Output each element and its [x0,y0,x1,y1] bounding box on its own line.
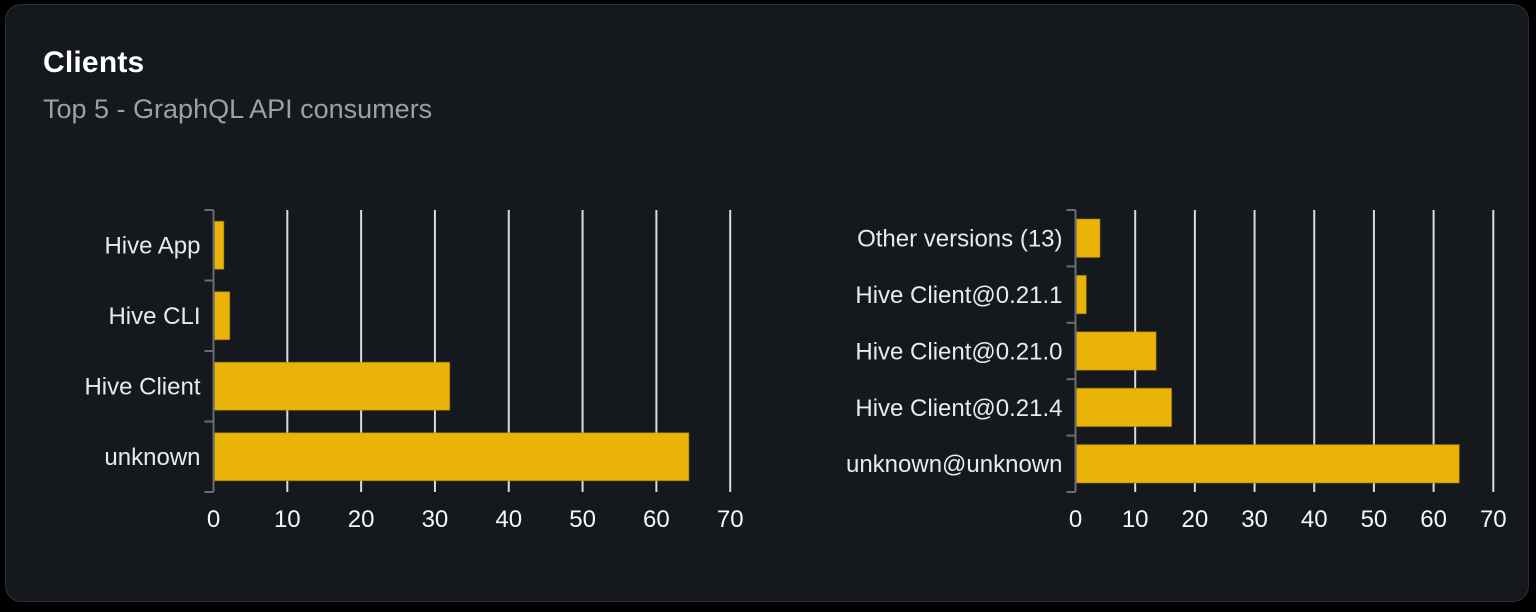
bar-hive-client-0.21.4[interactable] [1076,387,1173,428]
category-label: Hive App [104,233,200,260]
panel-subtitle: Top 5 - GraphQL API consumers [43,94,433,124]
bar-other-versions-13-[interactable] [1076,218,1101,258]
category-label: Hive Client@0.21.4 [855,395,1062,422]
clients-panel [5,4,1529,602]
client-versions-bar-chart: Other versions (13) Hive Client@0.21.1 Hiv… [846,209,1507,533]
bar-hive-cli[interactable] [214,291,231,341]
category-label: unknown@unknown [846,451,1063,478]
x-tick-label-40: 40 [495,506,522,533]
x-tick-label-60: 60 [1420,506,1447,533]
category-label: Other versions (13) [857,226,1062,253]
bar-unknown-unknown[interactable] [1076,444,1460,484]
category-label: Hive Client [84,374,200,401]
category-label: unknown [104,444,200,471]
x-tick-label-70: 70 [717,506,744,533]
x-tick-label-20: 20 [1182,506,1209,533]
x-tick-label-10: 10 [1122,506,1149,533]
x-tick-label-50: 50 [1361,506,1388,533]
bar-hive-client-0.21.1[interactable] [1076,274,1087,315]
x-tick-label-20: 20 [348,506,375,533]
bar-hive-app[interactable] [214,220,225,270]
x-tick-label-60: 60 [643,506,670,533]
category-label: Hive Client@0.21.1 [855,282,1062,309]
bar-hive-client-0.21.0[interactable] [1076,331,1157,371]
x-tick-label-0: 0 [207,506,220,533]
x-tick-label-0: 0 [1069,506,1082,533]
x-tick-label-30: 30 [1241,506,1268,533]
category-label: Hive CLI [108,303,200,330]
x-tick-label-70: 70 [1480,506,1507,533]
bar-unknown[interactable] [214,432,690,482]
x-tick-label-50: 50 [569,506,596,533]
top-clients-bar-chart: Hive App Hive CLI Hive Client unknown 0 10 20 3… [84,209,744,533]
x-tick-label-10: 10 [274,506,301,533]
x-tick-label-30: 30 [422,506,449,533]
x-tick-label-40: 40 [1301,506,1328,533]
panel-title: Clients [43,46,145,79]
panel-header: Clients Top 5 - GraphQL API consumers [43,46,432,124]
category-label: Hive Client@0.21.0 [855,338,1062,365]
bar-hive-client[interactable] [214,361,451,411]
